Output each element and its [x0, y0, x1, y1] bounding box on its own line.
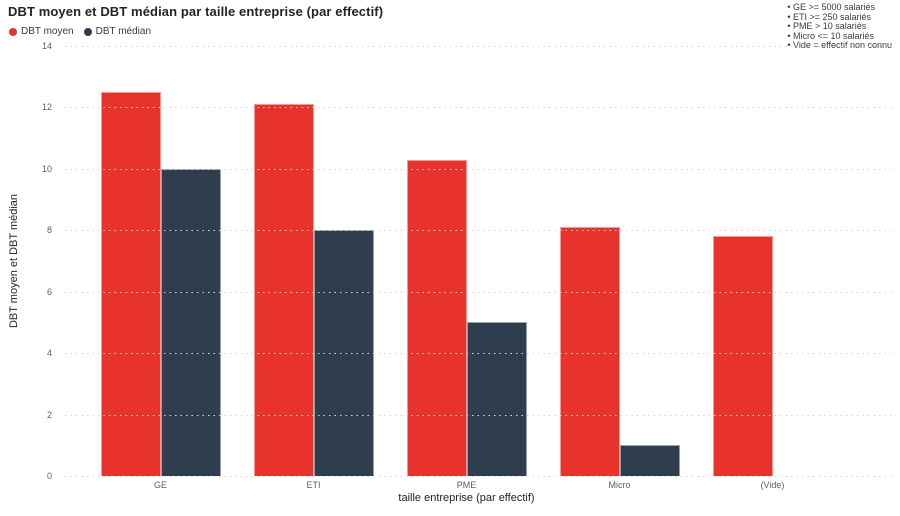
- bar-band-area: [84, 46, 849, 476]
- chart-title: DBT moyen et DBT médian par taille entre…: [8, 4, 384, 19]
- legend-dot-moyen-icon: [9, 27, 17, 36]
- y-axis-tick-label-10: 10: [41, 163, 52, 174]
- y-axis-tick-label-4: 4: [46, 348, 52, 359]
- bar-dbt-median-micro[interactable]: [619, 445, 680, 476]
- x-axis-category-label-eti: ETI: [306, 480, 321, 490]
- bar-dbt-moyen-vide[interactable]: [712, 236, 773, 476]
- legend-item-dbt-moyen[interactable]: DBT moyen: [9, 26, 74, 37]
- size-definitions-note: GE >= 5000 salariés ETI >= 250 salariés …: [787, 2, 892, 51]
- gridline-y-6: [65, 291, 893, 293]
- bar-group-vide: [696, 46, 849, 476]
- y-axis-tick-label-6: 6: [46, 286, 52, 297]
- annotation-vide: Vide = effectif non connu: [787, 41, 892, 51]
- bar-group-pme: [390, 46, 543, 476]
- gridline-y-4: [65, 353, 893, 355]
- gridline-y-10: [65, 168, 893, 170]
- x-axis-title: taille entreprise (par effectif): [398, 492, 535, 504]
- bar-dbt-moyen-pme[interactable]: [406, 159, 467, 476]
- x-axis-category-label-micro: Micro: [608, 480, 631, 490]
- y-axis-title: DBT moyen et DBT médian: [8, 193, 20, 329]
- x-axis-category-label-pme: PME: [456, 480, 477, 490]
- bar-group-micro: [543, 46, 696, 476]
- legend-dot-median-icon: [83, 27, 92, 36]
- y-axis-tick-label-14: 14: [41, 41, 52, 51]
- bar-dbt-median-ge[interactable]: [160, 168, 221, 476]
- legend-label-moyen: DBT moyen: [21, 26, 74, 37]
- legend-label-median: DBT médian: [95, 26, 152, 37]
- y-axis-tick-label-0: 0: [46, 471, 52, 481]
- legend-item-dbt-median[interactable]: DBT médian: [83, 26, 152, 37]
- gridline-y-12: [65, 107, 893, 109]
- bar-dbt-moyen-micro[interactable]: [559, 227, 620, 476]
- bar-group-eti: [237, 46, 390, 476]
- gridline-y-0: [65, 476, 893, 477]
- gridline-y-14: [65, 46, 893, 47]
- bar-dbt-moyen-eti[interactable]: [253, 104, 314, 476]
- y-axis-tick-label-2: 2: [46, 409, 52, 420]
- annotation-micro: Micro <= 10 salariés: [787, 31, 892, 42]
- annotation-ge: GE >= 5000 salariés: [787, 2, 892, 13]
- legend: DBT moyen DBT médian: [9, 26, 151, 37]
- y-axis-tick-label-12: 12: [41, 102, 52, 113]
- plot-area: [65, 46, 893, 477]
- x-axis-category-label-ge: GE: [153, 480, 167, 490]
- gridline-y-2: [65, 414, 893, 416]
- x-axis-category-label-vide: (Vide): [760, 480, 785, 490]
- y-axis-tick-label-8: 8: [46, 225, 52, 236]
- gridline-y-8: [65, 230, 893, 232]
- bar-group-ge: [84, 46, 237, 476]
- annotation-eti: ETI >= 250 salariés: [787, 12, 892, 23]
- annotation-pme: PME > 10 salariés: [787, 22, 892, 32]
- bar-dbt-moyen-ge[interactable]: [100, 92, 161, 476]
- bar-dbt-median-pme[interactable]: [466, 322, 527, 476]
